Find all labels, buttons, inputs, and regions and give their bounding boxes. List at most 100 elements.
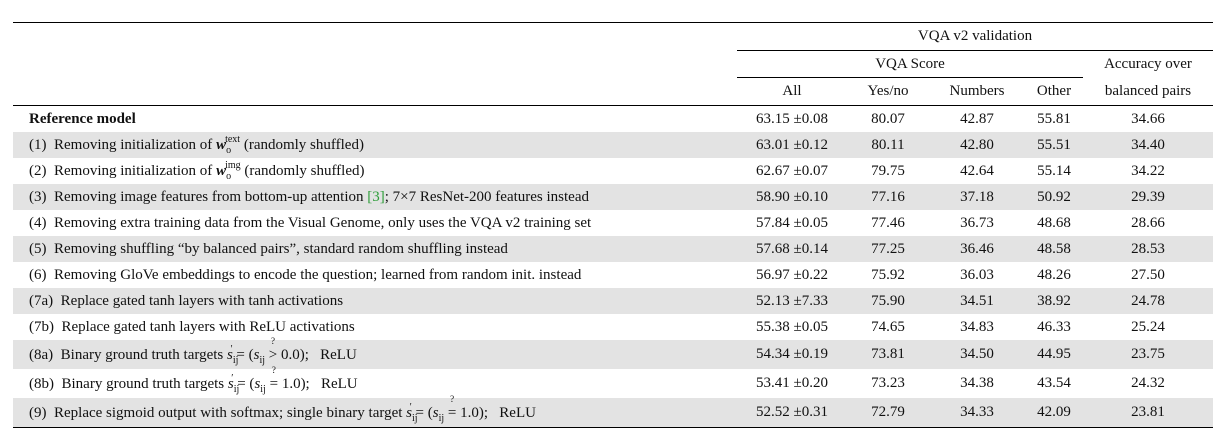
row-text: Removing initialization of [54, 163, 213, 179]
cell-all: 63.15 ±0.08 [756, 110, 828, 127]
cell-other: 55.14 [1037, 162, 1071, 179]
citation-link[interactable]: [3] [367, 188, 385, 205]
table-row: (9) Replace sigmoid output with softmax;… [13, 394, 1214, 428]
cell-yesno: 73.81 [847, 340, 929, 369]
cell-other: 55.81 [1037, 110, 1071, 127]
row-label: (8b) [29, 375, 54, 392]
row-text: Replace gated tanh layers with ReLU acti… [61, 318, 355, 335]
cell-other: 44.95 [1025, 340, 1083, 369]
cell-all: 55.38 ±0.05 [756, 318, 828, 335]
cell-numbers: 36.46 [929, 236, 1025, 262]
row-desc: (5) Removing shuffling “by balanced pair… [13, 236, 737, 262]
header-accuracy-line2: balanced pairs [1083, 77, 1214, 106]
row-text: Removing GloVe embeddings to encode the … [54, 266, 582, 283]
cell-acc: 27.50 [1131, 266, 1165, 283]
cell-other: 46.33 [1037, 318, 1071, 335]
cell-all: 53.41 ±0.20 [756, 375, 828, 391]
cell-all: 58.90 ±0.10 [737, 184, 847, 210]
row-text: Removing extra training data from the Vi… [54, 214, 592, 231]
row-text: Removing image features from bottom-up a… [54, 188, 364, 205]
header-col-numbers: Numbers [929, 77, 1025, 106]
row-label: (3) [29, 188, 47, 205]
comparison-op: = [447, 404, 457, 421]
cell-acc: 34.22 [1131, 162, 1165, 179]
row-text-after: ; 7×7 ResNet-200 features instead [384, 188, 590, 205]
cell-numbers: 37.18 [929, 184, 1025, 210]
cell-numbers: 36.73 [960, 214, 994, 231]
row-desc: (4) Removing extra training data from th… [13, 210, 737, 236]
row-text: Replace sigmoid output with softmax; sin… [54, 404, 403, 421]
cell-acc: 28.53 [1083, 236, 1214, 262]
cell-numbers: 42.87 [960, 110, 994, 127]
header-group: VQA v2 validation [737, 22, 1214, 51]
table-row: (8a) Binary ground truth targets sij′ = … [13, 336, 1214, 369]
activation: ReLU [320, 346, 357, 363]
table-row: (5) Removing shuffling “by balanced pair… [13, 236, 1214, 262]
symbol-w: w [216, 137, 227, 153]
row-desc: (6) Removing GloVe embeddings to encode … [13, 262, 737, 288]
cell-yesno: 75.92 [871, 266, 905, 283]
cell-acc: 29.39 [1083, 184, 1214, 210]
row-desc: (3) Removing image features from bottom-… [13, 184, 737, 210]
cell-all: 62.67 ±0.07 [756, 162, 828, 179]
activation: ReLU [320, 375, 358, 392]
cell-all: 52.52 ±0.31 [737, 398, 847, 428]
cell-yesno: 80.07 [871, 110, 905, 127]
row-desc: (9) Replace sigmoid output with softmax;… [13, 394, 737, 428]
table-row: (2) Removing initialization of woimg (ra… [13, 158, 1213, 184]
row-label: (2) [29, 163, 47, 179]
cell-numbers: 34.83 [960, 318, 994, 335]
row-desc: (2) Removing initialization of woimg (ra… [29, 160, 365, 182]
header-row-1: VQA v2 validation [13, 22, 1214, 51]
cell-other: 48.26 [1037, 266, 1071, 283]
row-text: Removing shuffling “by balanced pairs”, … [54, 240, 508, 257]
cell-numbers: 42.64 [960, 162, 994, 179]
cell-acc: 28.66 [1131, 214, 1165, 231]
ablation-table-container: VQA v2 validation VQA Score Accuracy ove… [13, 22, 1214, 428]
cell-yesno: 75.90 [847, 288, 929, 314]
cell-other: 42.09 [1025, 398, 1083, 428]
header-row-3: All Yes/no Numbers Other balanced pairs [13, 77, 1214, 106]
cell-all: 57.84 ±0.05 [756, 214, 828, 231]
cell-numbers: 34.51 [929, 288, 1025, 314]
threshold: 1.0 [281, 375, 301, 392]
row-text: Replace gated tanh layers with tanh acti… [60, 292, 344, 309]
cell-yesno: 74.65 [871, 318, 905, 335]
row-label: (1) [29, 137, 47, 153]
threshold: 0.0 [280, 346, 300, 363]
header-row-2: VQA Score Accuracy over [13, 50, 1214, 78]
cell-all: 54.34 ±0.19 [737, 340, 847, 369]
comparison-op: = [269, 375, 279, 392]
cell-yesno: 80.11 [847, 132, 929, 158]
cell-acc: 34.40 [1083, 132, 1214, 158]
table-row: (4) Removing extra training data from th… [13, 210, 1213, 236]
header-accuracy-line1: Accuracy over [1083, 50, 1214, 78]
row-desc: (8b) Binary ground truth targets sij′ = … [29, 364, 358, 395]
header-col-all: All [737, 77, 847, 106]
comparison-op: > [268, 346, 278, 363]
header-col-yesno: Yes/no [847, 77, 929, 106]
cell-yesno: 77.16 [847, 184, 929, 210]
cell-yesno: 77.46 [871, 214, 905, 231]
row-text-after: (randomly shuffled) [243, 137, 364, 153]
cell-all: 56.97 ±0.22 [756, 266, 828, 283]
row-label: (9) [29, 404, 47, 421]
cell-all: 57.68 ±0.14 [737, 236, 847, 262]
cell-numbers: 42.80 [929, 132, 1025, 158]
cell-all: 63.01 ±0.12 [737, 132, 847, 158]
table-row: (7b) Replace gated tanh layers with ReLU… [13, 314, 1213, 340]
table-row: (3) Removing image features from bottom-… [13, 184, 1214, 210]
table-row: (6) Removing GloVe embeddings to encode … [13, 262, 1213, 288]
row-text: Binary ground truth targets [61, 375, 225, 392]
cell-acc: 25.24 [1131, 318, 1165, 335]
cell-other: 48.58 [1025, 236, 1083, 262]
row-desc: Reference model [29, 110, 136, 127]
symbol-sup: text [225, 134, 241, 145]
table-row: Reference model 63.15 ±0.08 80.07 42.87 … [13, 106, 1213, 133]
cell-other: 48.68 [1037, 214, 1071, 231]
cell-all: 52.13 ±7.33 [737, 288, 847, 314]
cell-acc: 34.66 [1131, 110, 1165, 127]
row-label: (4) [29, 214, 47, 231]
table-row: (7a) Replace gated tanh layers with tanh… [13, 288, 1214, 314]
header-col-other: Other [1025, 77, 1083, 106]
